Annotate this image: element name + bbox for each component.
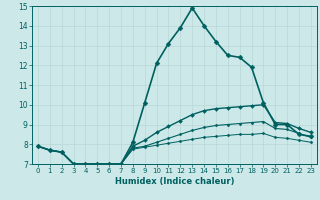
X-axis label: Humidex (Indice chaleur): Humidex (Indice chaleur) (115, 177, 234, 186)
